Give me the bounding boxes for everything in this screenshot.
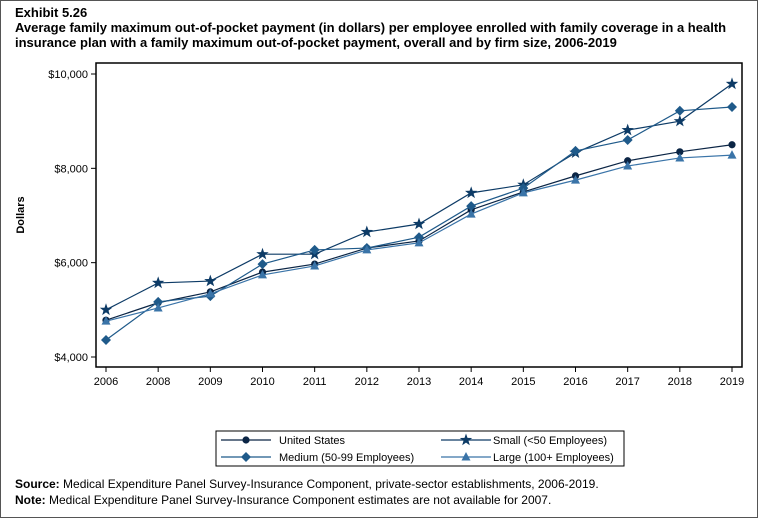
data-point: [727, 102, 737, 113]
exhibit-number: Exhibit 5.26: [15, 5, 88, 20]
data-point: [205, 288, 215, 298]
source-line: Source: Medical Expenditure Panel Survey…: [15, 477, 599, 491]
data-point: [728, 141, 736, 149]
note-label: Note:: [15, 493, 46, 507]
x-tick-label: 2018: [668, 376, 692, 388]
data-point: [571, 175, 580, 184]
data-point: [152, 276, 165, 289]
data-point: [673, 114, 686, 127]
legend-box: [215, 430, 625, 467]
data-point: [412, 217, 426, 230]
data-point: [727, 150, 737, 159]
x-tick-label: 2014: [459, 376, 483, 388]
data-point: [309, 244, 320, 255]
data-point: [466, 201, 477, 212]
data-point: [310, 260, 320, 270]
y-tick-label: $8,000: [54, 163, 88, 175]
legend: United States Small (<50 Employees) Medium…: [215, 430, 625, 467]
note-text: Medical Expenditure Panel Survey-Insuran…: [49, 493, 552, 507]
legend-marker: [459, 433, 473, 446]
y-tick-label: $6,000: [54, 258, 88, 270]
legend-marker: [241, 452, 251, 462]
data-point: [621, 123, 634, 136]
plot-area: [95, 62, 743, 368]
x-tick-label: 2008: [146, 376, 170, 388]
x-tick-label: 2019: [720, 376, 744, 388]
data-point: [362, 244, 372, 254]
legend-label: Small (<50 Employees): [493, 435, 607, 447]
chart-title: Average family maximum out-of-pocket pay…: [15, 20, 727, 50]
data-point: [153, 302, 163, 312]
data-point: [257, 259, 268, 270]
legend-marker: [242, 436, 250, 444]
x-tick-label: 2006: [94, 376, 118, 388]
data-point: [414, 237, 424, 247]
legend-label: Medium (50-99 Employees): [279, 452, 414, 464]
source-text: Medical Expenditure Panel Survey-Insuran…: [63, 477, 599, 491]
y-tick-label: $10,000: [48, 69, 88, 81]
data-point: [466, 209, 476, 218]
data-point: [570, 145, 581, 156]
data-point: [258, 269, 267, 279]
note-line: Note: Medical Expenditure Panel Survey-I…: [15, 493, 551, 507]
x-tick-label: 2009: [198, 376, 222, 388]
y-tick-label: $4,000: [54, 352, 88, 364]
x-tick-label: 2016: [563, 376, 587, 388]
data-point: [101, 316, 111, 325]
x-tick-label: 2015: [511, 376, 535, 388]
data-point: [153, 296, 164, 307]
series-star: [99, 77, 739, 316]
data-point: [465, 186, 478, 199]
legend-label: United States: [279, 435, 346, 447]
legend-marker: [461, 452, 471, 461]
data-point: [725, 77, 739, 90]
x-tick-label: 2013: [407, 376, 431, 388]
data-point: [623, 160, 633, 170]
series-line: [105, 83, 733, 311]
data-point: [414, 232, 424, 243]
data-point: [204, 274, 217, 287]
data-point: [256, 247, 269, 260]
data-point: [518, 187, 528, 197]
data-point: [622, 135, 633, 146]
source-label: Source:: [15, 477, 60, 491]
x-tick-label: 2017: [615, 376, 639, 388]
data-point: [674, 105, 685, 116]
series-triangle: [101, 150, 737, 325]
x-tick-label: 2011: [303, 376, 327, 388]
data-point: [675, 152, 685, 162]
data-point: [99, 303, 113, 316]
legend-label: Large (100+ Employees): [493, 452, 614, 464]
data-point: [676, 148, 684, 156]
y-axis-label: Dollars: [15, 196, 27, 233]
data-point: [360, 225, 373, 238]
data-point: [624, 157, 632, 165]
x-tick-label: 2012: [355, 376, 379, 388]
data-point: [101, 335, 111, 346]
x-tick-label: 2010: [250, 376, 274, 388]
